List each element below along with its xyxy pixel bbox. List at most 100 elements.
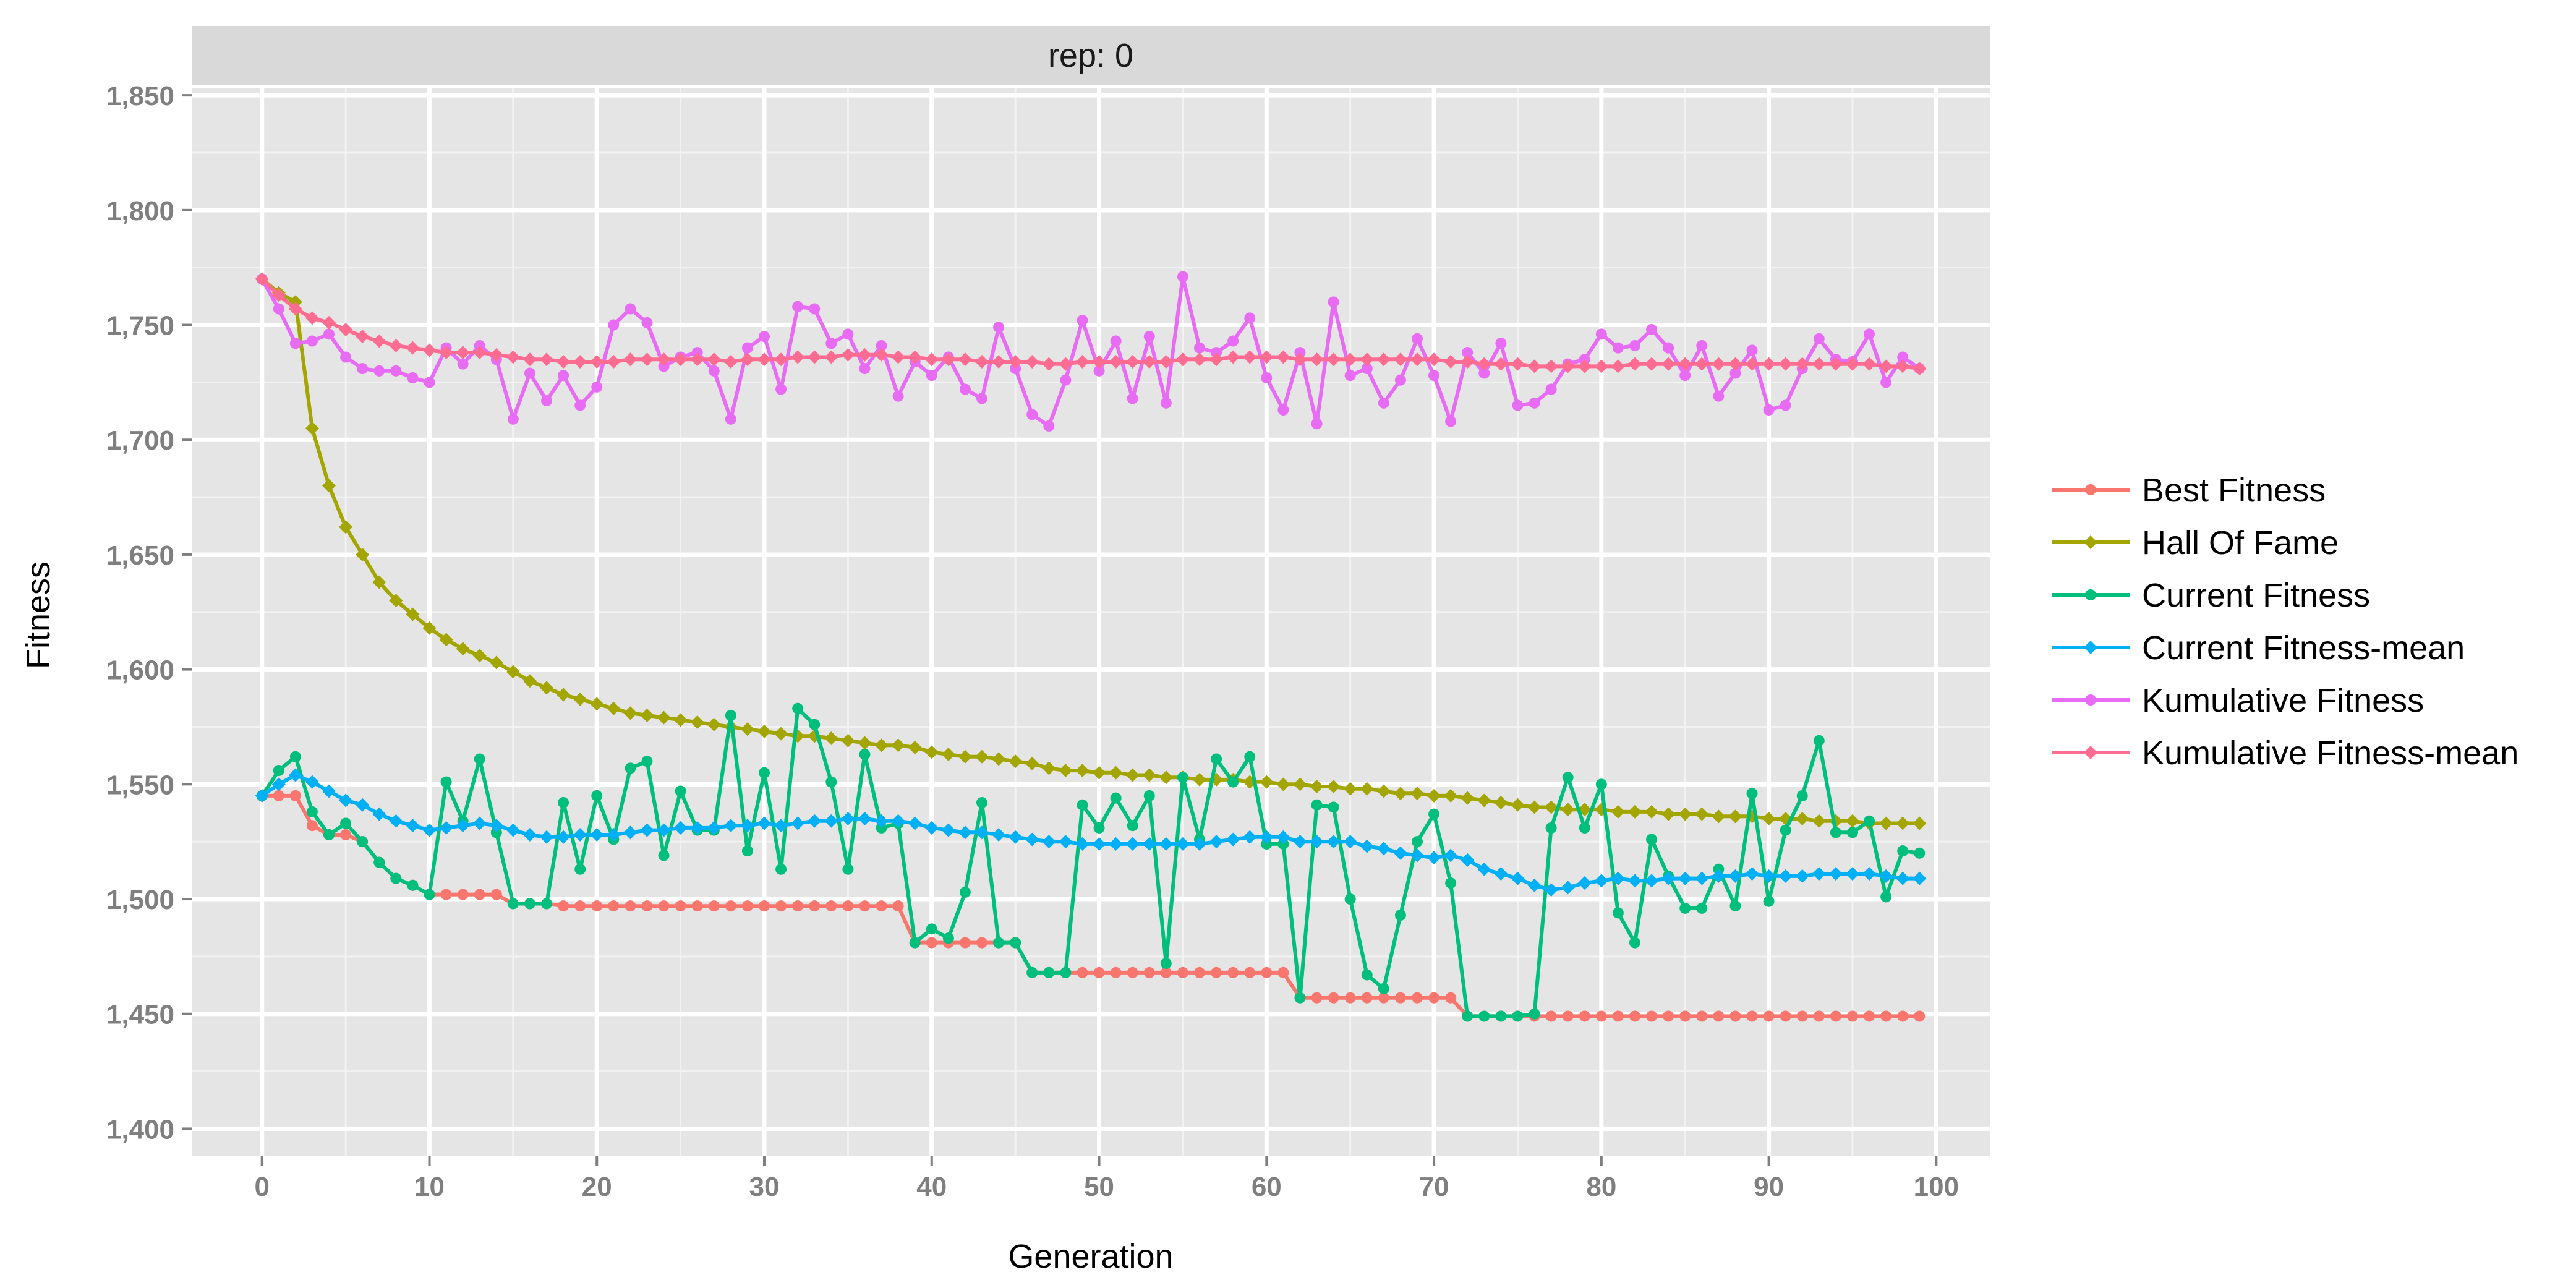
data-point-best-fitness [1361, 992, 1373, 1004]
data-point-kumulative-fitness [340, 351, 352, 363]
series-line-kumulative-fitness [260, 275, 1921, 428]
data-point-hall-of-fame [607, 701, 621, 715]
data-point-hall-of-fame [858, 736, 872, 750]
data-point-kumulative-fitness [859, 363, 871, 375]
data-point-current-fitness [323, 829, 335, 841]
y-tick-label: 1,600 [106, 655, 174, 686]
data-point-current-fitness [1478, 1010, 1490, 1022]
data-point-current-fitness [1026, 966, 1038, 978]
data-point-best-fitness [675, 900, 686, 912]
data-point-hall-of-fame [908, 740, 922, 754]
data-point-kumulative-fitness-mean [1092, 354, 1106, 369]
data-point-current-fitness [1227, 776, 1239, 788]
data-point-current-fitness [675, 785, 686, 797]
data-point-best-fitness [1595, 1010, 1607, 1022]
data-point-kumulative-fitness-mean [774, 352, 788, 367]
data-point-kumulative-fitness [1579, 354, 1590, 365]
data-point-kumulative-fitness [1378, 397, 1389, 409]
data-point-current-fitness [658, 850, 670, 861]
data-point-current-fitness-mean [472, 816, 487, 830]
data-point-current-fitness-mean [1477, 862, 1491, 876]
data-point-current-fitness-mean [1527, 878, 1542, 892]
data-point-kumulative-fitness [1696, 339, 1708, 351]
data-point-kumulative-fitness [1177, 271, 1188, 283]
data-point-kumulative-fitness-mean [1896, 359, 1910, 373]
data-point-current-fitness [1914, 847, 1926, 859]
data-point-current-fitness [993, 937, 1005, 949]
data-point-current-fitness [1780, 824, 1791, 836]
data-point-hall-of-fame [958, 749, 972, 764]
data-point-kumulative-fitness [1110, 335, 1122, 347]
data-point-best-fitness [1696, 1010, 1708, 1022]
data-point-current-fitness-mean [1494, 867, 1508, 881]
data-point-kumulative-fitness [1244, 312, 1256, 324]
data-point-kumulative-fitness-mean [1544, 359, 1558, 373]
legend-item-kumulative-fitness: Kumulative Fitness [2052, 682, 2424, 719]
data-point-hall-of-fame [522, 674, 537, 688]
data-point-kumulative-fitness [1361, 363, 1373, 375]
data-point-hall-of-fame [1360, 782, 1374, 796]
data-point-current-fitness-mean [1645, 874, 1659, 888]
data-point-best-fitness [1646, 1010, 1658, 1022]
data-point-current-fitness-mean [992, 828, 1006, 842]
data-point-hall-of-fame [1125, 768, 1140, 782]
data-point-kumulative-fitness-mean [1712, 357, 1726, 371]
data-point-best-fitness [1428, 992, 1440, 1004]
data-point-current-fitness-mean [590, 828, 604, 842]
x-tick-label: 60 [1252, 1172, 1282, 1202]
data-point-current-fitness-mean [1778, 869, 1793, 883]
data-point-kumulative-fitness [892, 390, 904, 402]
data-point-kumulative-fitness-mean [1879, 359, 1893, 373]
data-point-best-fitness [1713, 1010, 1725, 1022]
series-line-kumulative-fitness-mean [260, 278, 1920, 371]
data-point-current-fitness-mean [389, 814, 403, 828]
data-point-kumulative-fitness-mean [1343, 352, 1357, 367]
data-point-current-fitness [1261, 838, 1273, 850]
data-point-best-fitness [1211, 966, 1222, 978]
data-point-current-fitness [1394, 910, 1406, 921]
data-point-current-fitness-mean [924, 821, 939, 835]
data-point-current-fitness [1378, 983, 1389, 994]
data-point-hall-of-fame [456, 642, 470, 656]
data-point-current-fitness-mean [1025, 832, 1039, 847]
y-tick-label: 1,850 [106, 81, 174, 111]
data-point-kumulative-fitness-mean [1845, 357, 1859, 371]
y-axis: 1,400 1,450 1,500 1,550 1,600 1,650 1,700 1,750… [106, 81, 192, 1145]
data-point-current-fitness-mean [305, 775, 319, 789]
data-point-kumulative-fitness [1763, 404, 1775, 416]
data-point-hall-of-fame [1762, 812, 1776, 826]
data-point-kumulative-fitness [1043, 420, 1055, 432]
data-point-kumulative-fitness [407, 372, 419, 383]
data-point-current-fitness-mean [1276, 830, 1290, 844]
data-point-kumulative-fitness-mean [958, 352, 972, 367]
data-point-current-fitness [825, 776, 837, 788]
data-point-hall-of-fame [1544, 800, 1558, 814]
data-point-hall-of-fame [573, 692, 587, 706]
data-point-best-fitness [1411, 992, 1423, 1004]
x-axis: 0 10 20 30 40 50 60 70 80 90 100 [254, 1156, 1959, 1202]
data-point-kumulative-fitness-mean [1075, 354, 1090, 369]
series-current-fitness-mean [255, 768, 1927, 897]
data-point-best-fitness [725, 900, 736, 912]
data-point-kumulative-fitness [1713, 390, 1725, 402]
data-point-current-fitness-mean [406, 819, 420, 833]
data-point-kumulative-fitness-mean [791, 350, 805, 364]
data-point-hall-of-fame [1376, 784, 1391, 798]
y-tick-label: 1,800 [106, 196, 174, 226]
data-point-current-fitness-mean [1042, 835, 1056, 849]
data-point-current-fitness-mean [841, 812, 855, 826]
data-point-best-fitness [1763, 1010, 1775, 1022]
data-point-hall-of-fame [1645, 804, 1659, 819]
data-point-kumulative-fitness [1227, 335, 1239, 347]
data-point-kumulative-fitness-mean [1828, 357, 1843, 371]
data-point-best-fitness [490, 889, 502, 900]
data-point-hall-of-fame [489, 655, 503, 670]
data-point-current-fitness-mean [707, 821, 721, 835]
data-point-hall-of-fame [1795, 812, 1809, 826]
data-point-hall-of-fame [874, 738, 889, 753]
data-point-current-fitness-mean [1845, 867, 1859, 881]
y-axis-title: Fitness [20, 561, 57, 669]
data-point-kumulative-fitness-mean [841, 348, 855, 362]
data-point-kumulative-fitness-mean [1577, 359, 1592, 373]
data-point-kumulative-fitness [474, 339, 485, 351]
